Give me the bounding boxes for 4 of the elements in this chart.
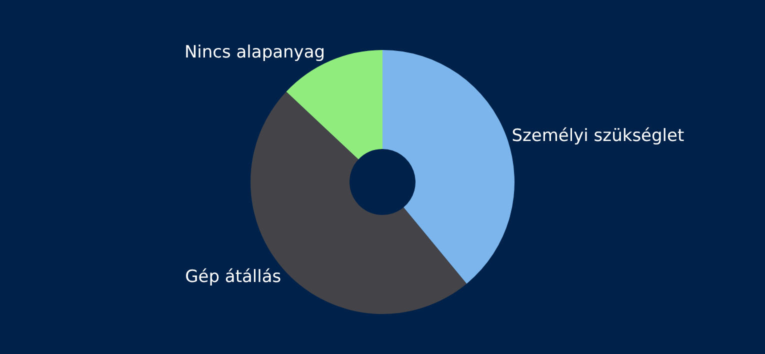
slice-label: Személyi szükséglet — [512, 126, 684, 146]
slice-label: Gép átállás — [185, 267, 282, 288]
donut-slice — [382, 50, 514, 284]
slice-label: Nincs alapanyag — [184, 42, 326, 62]
